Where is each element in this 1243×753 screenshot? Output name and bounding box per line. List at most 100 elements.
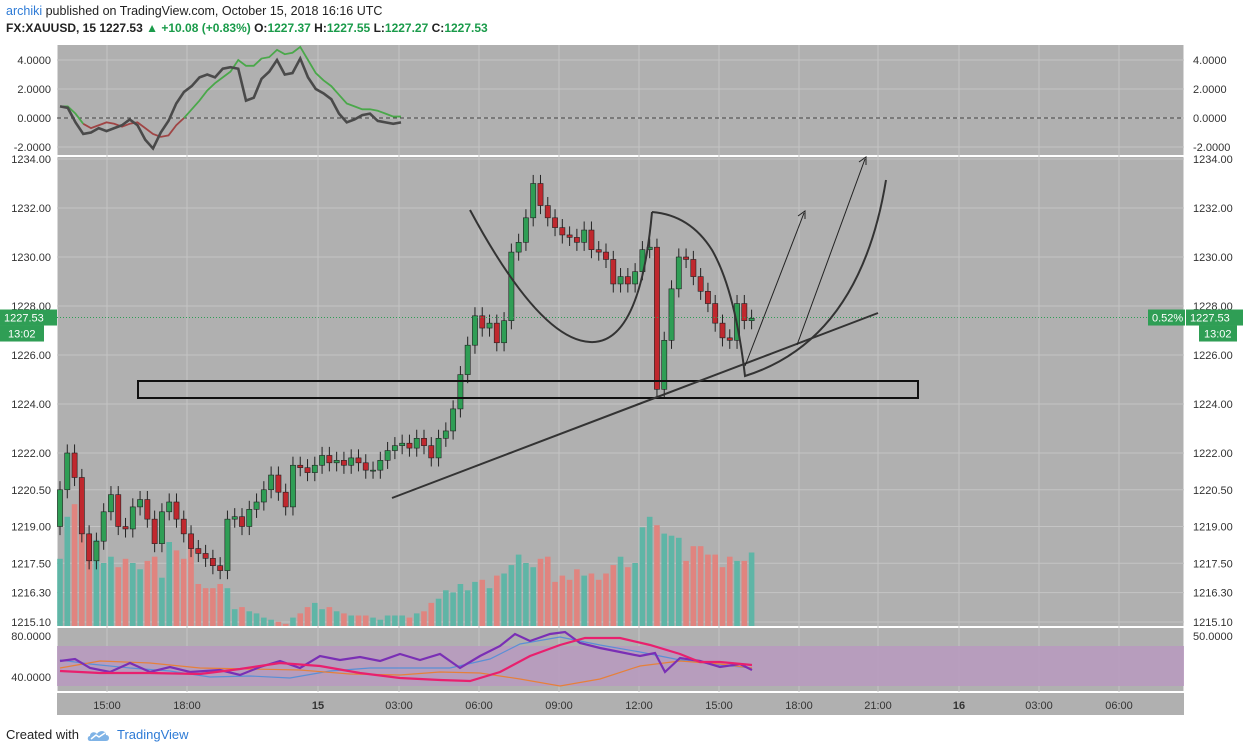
volume-bar — [217, 584, 223, 626]
candle-body — [217, 565, 224, 571]
volume-bar — [173, 550, 180, 626]
candle-body — [741, 303, 748, 321]
volume-bar — [676, 537, 682, 626]
candle-body — [457, 374, 464, 410]
rsi-right-tick: 50.0000 — [1193, 631, 1233, 643]
volume-bar — [137, 569, 143, 626]
volume-bar — [159, 577, 165, 626]
left-price-tag-label: 1227.53 — [4, 313, 44, 325]
volume-bar — [450, 592, 456, 626]
volume-bar — [290, 617, 296, 626]
left-countdown-label: 13:02 — [8, 329, 36, 341]
volume-bar — [370, 617, 376, 626]
candle-body — [508, 251, 515, 322]
volume-bar — [734, 560, 740, 626]
volume-bar — [319, 609, 325, 626]
price-left-tick: 1222.00 — [11, 448, 51, 460]
x-tick-label: 18:00 — [173, 700, 201, 712]
candle-body — [428, 445, 435, 459]
candle-body — [464, 344, 471, 375]
osc-right-tick: 4.0000 — [1193, 55, 1227, 67]
candle-body — [151, 518, 158, 544]
volume-bar — [64, 516, 71, 626]
candle-body — [202, 553, 209, 559]
candle-body — [581, 229, 588, 243]
osc-left-tick: 2.0000 — [17, 84, 51, 96]
volume-bar — [392, 615, 398, 626]
volume-bar — [253, 613, 260, 626]
candle-body — [100, 511, 107, 542]
candle-body — [275, 474, 282, 493]
volume-bar — [712, 554, 718, 626]
candle-body — [333, 460, 340, 464]
volume-bar — [71, 504, 78, 626]
tradingview-brand[interactable]: TradingView — [87, 727, 189, 742]
price-left-tick: 1215.10 — [11, 617, 51, 629]
volume-bar — [697, 546, 704, 626]
author-link[interactable]: archiki — [6, 4, 43, 18]
pct-tag-label: 0.52% — [1152, 313, 1183, 325]
support-zone-box — [137, 380, 919, 399]
candle-body — [661, 339, 668, 390]
volume-bar — [457, 584, 464, 626]
candle-body — [493, 322, 500, 344]
publish-line: archiki published on TradingView.com, Oc… — [6, 3, 488, 20]
volume-bar — [479, 579, 486, 626]
candle-body — [610, 259, 617, 285]
volume-bar — [610, 565, 617, 626]
rsi-fast-line — [59, 636, 753, 679]
left-price-tag — [0, 309, 57, 326]
volume-bar — [224, 588, 231, 626]
candle-body — [71, 452, 78, 478]
volume-bar — [246, 611, 253, 626]
candle-body — [486, 322, 493, 329]
up-arrow-icon: ▲ — [146, 21, 158, 35]
volume-bar — [559, 575, 566, 626]
x-tick-label: 09:00 — [545, 700, 573, 712]
candle-body — [588, 229, 595, 250]
candle-body — [188, 533, 194, 549]
candle-body — [64, 452, 71, 491]
volume-bar — [333, 611, 340, 626]
volume-bar — [726, 556, 733, 626]
high-label: H: — [314, 21, 327, 35]
volume-bar — [603, 573, 609, 626]
candle-body — [748, 317, 755, 321]
candle-body — [239, 516, 245, 527]
right-price-tag-label: 1227.53 — [1190, 313, 1230, 325]
candle-body — [224, 518, 231, 571]
close-value: 1227.53 — [444, 21, 488, 35]
candle-body — [595, 249, 602, 253]
candle-body — [377, 460, 384, 471]
open-label: O: — [254, 21, 268, 35]
price-right-tick: 1217.50 — [1193, 558, 1233, 570]
candle-body — [603, 251, 609, 260]
volume-bar — [195, 584, 202, 626]
x-tick-label: 06:00 — [1105, 700, 1133, 712]
volume-bar — [581, 575, 587, 626]
volume-bar — [661, 533, 668, 626]
volume-bar — [683, 560, 689, 626]
candle-body — [86, 533, 93, 562]
volume-bar — [501, 573, 507, 626]
volume-bar — [355, 615, 362, 626]
volume-bar — [268, 619, 274, 626]
volume-bar — [639, 527, 646, 626]
candle-body — [559, 227, 566, 236]
price-right-tick: 1232.00 — [1193, 203, 1233, 215]
candle-body — [530, 183, 537, 219]
candle-body — [675, 256, 682, 290]
price-left-tick: 1219.00 — [11, 522, 51, 534]
candle-body — [341, 460, 347, 466]
candle-body — [523, 217, 529, 243]
candle-body — [683, 256, 689, 260]
volume-bar — [130, 563, 136, 626]
high-value: 1227.55 — [326, 21, 371, 35]
volume-bar — [166, 542, 172, 626]
volume-bar — [239, 607, 245, 626]
volume-bar — [210, 588, 216, 626]
volume-bar — [508, 565, 515, 626]
open-value: 1227.37 — [267, 21, 311, 35]
candle-body — [93, 540, 100, 562]
